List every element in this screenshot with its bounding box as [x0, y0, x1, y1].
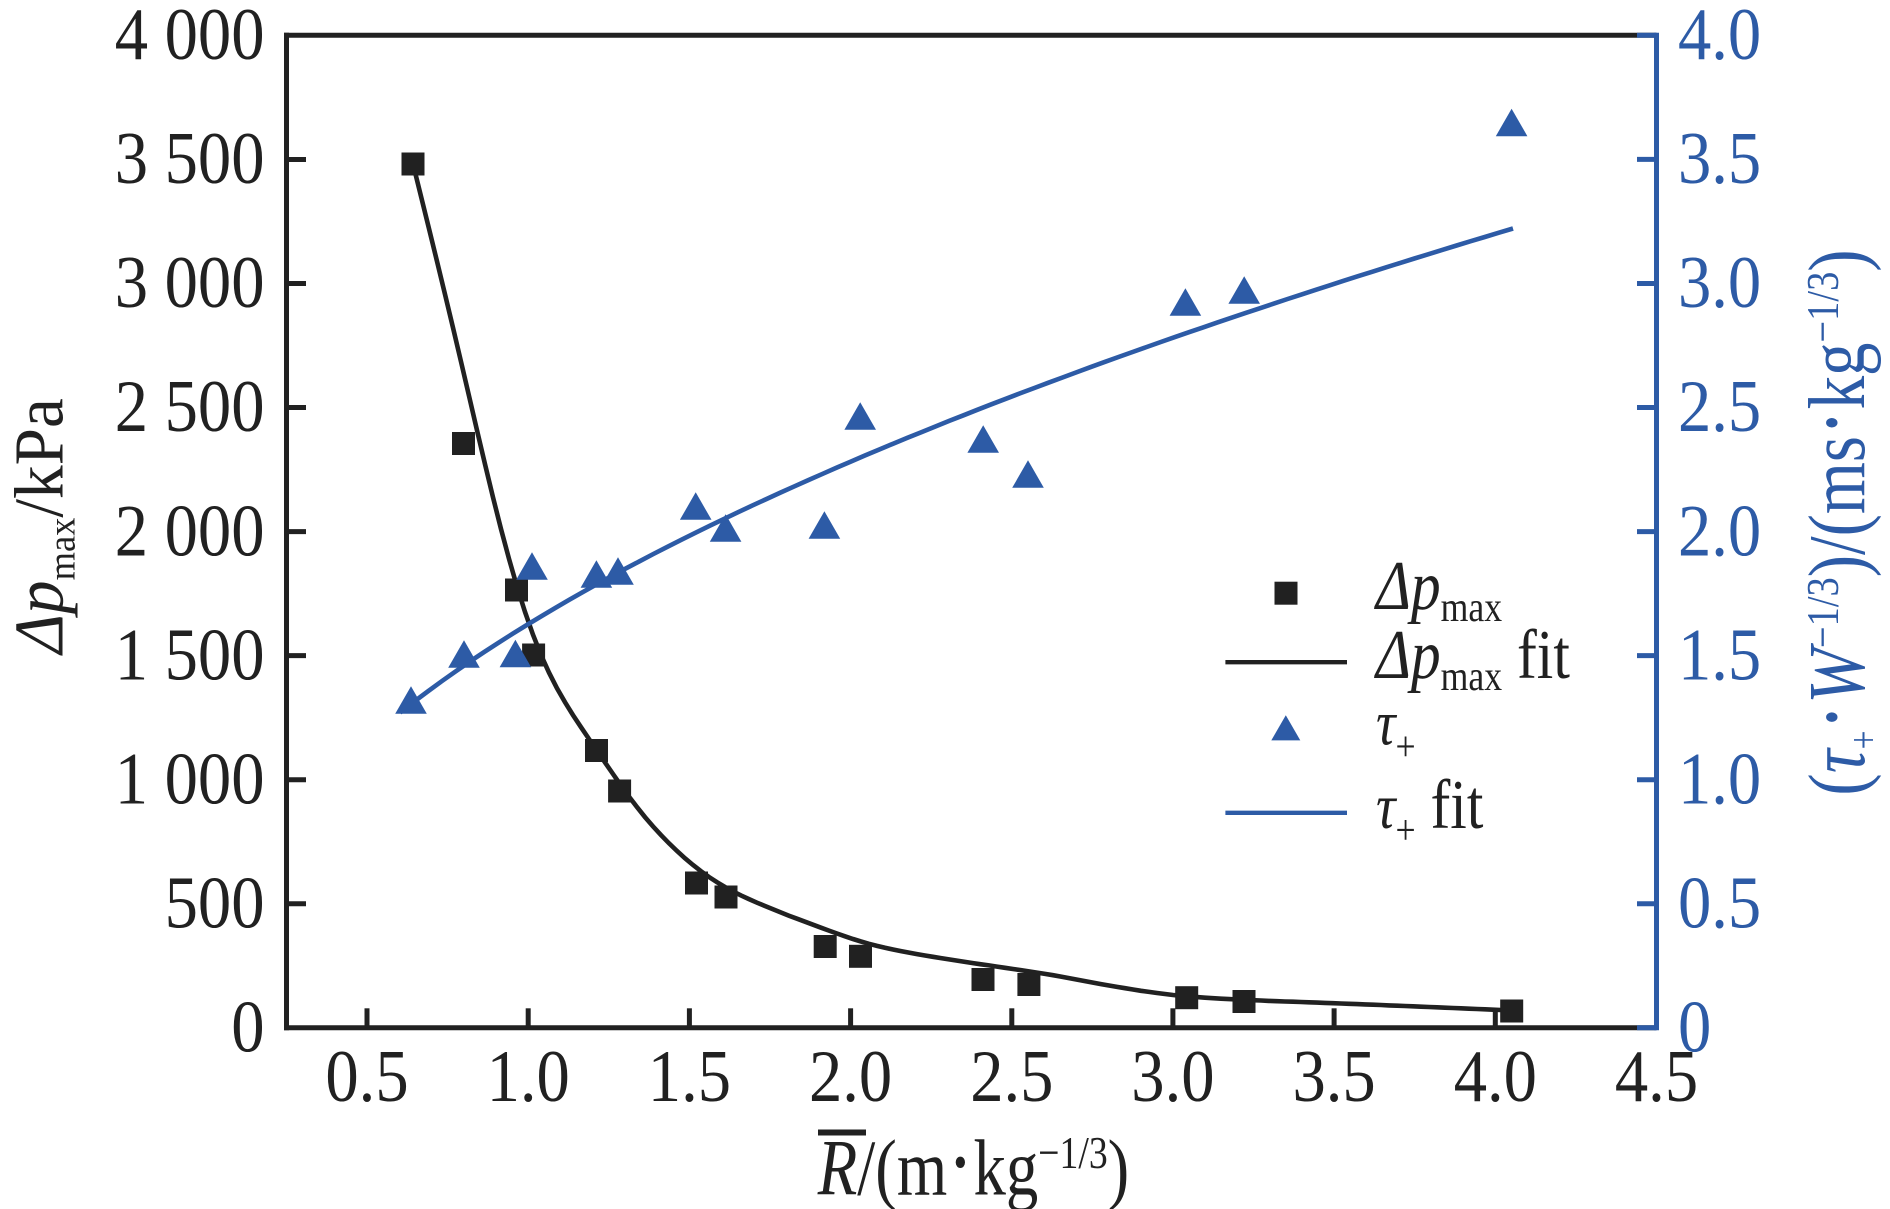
svg-text:2.5: 2.5 — [1678, 366, 1761, 448]
svg-text:2 000: 2 000 — [115, 490, 265, 572]
svg-text:500: 500 — [165, 862, 265, 944]
svg-text:2.0: 2.0 — [809, 1036, 892, 1118]
svg-text:4.5: 4.5 — [1615, 1036, 1698, 1118]
svg-text:1 000: 1 000 — [115, 738, 265, 820]
svg-text:4 000: 4 000 — [115, 0, 265, 76]
svg-text:3.5: 3.5 — [1292, 1036, 1375, 1118]
svg-text:1.0: 1.0 — [487, 1036, 570, 1118]
svg-text:1.0: 1.0 — [1678, 738, 1761, 820]
svg-text:4.0: 4.0 — [1678, 0, 1761, 76]
svg-text:Δpmax: Δpmax — [1373, 548, 1502, 631]
svg-text:0: 0 — [231, 986, 264, 1068]
svg-text:2 500: 2 500 — [115, 366, 265, 448]
svg-text:0: 0 — [1678, 986, 1711, 1068]
svg-text:0.5: 0.5 — [1678, 862, 1761, 944]
svg-text:3.0: 3.0 — [1131, 1036, 1214, 1118]
svg-text:1 500: 1 500 — [115, 614, 265, 696]
svg-text:1.5: 1.5 — [1678, 614, 1761, 696]
svg-text:3.0: 3.0 — [1678, 242, 1761, 324]
svg-text:0.5: 0.5 — [325, 1036, 408, 1118]
svg-text:3 000: 3 000 — [115, 242, 265, 324]
svg-text:τ+ fit: τ+ fit — [1376, 767, 1483, 854]
svg-text:Δpmax fit: Δpmax fit — [1373, 617, 1570, 700]
svg-text:4.0: 4.0 — [1454, 1036, 1537, 1118]
svg-text:3.5: 3.5 — [1678, 118, 1761, 200]
svg-text:3 500: 3 500 — [115, 118, 265, 200]
svg-text:τ+: τ+ — [1376, 687, 1416, 770]
svg-text:2.0: 2.0 — [1678, 490, 1761, 572]
svg-text:1.5: 1.5 — [648, 1036, 731, 1118]
svg-text:2.5: 2.5 — [970, 1036, 1053, 1118]
